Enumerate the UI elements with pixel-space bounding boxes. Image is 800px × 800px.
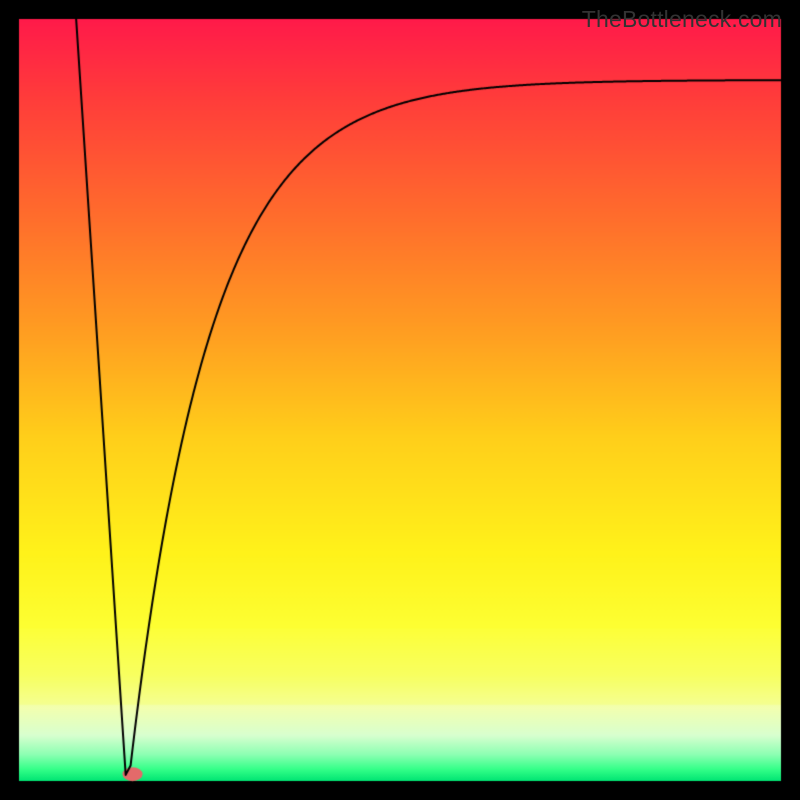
bottleneck-curve-chart <box>0 0 800 800</box>
watermark-label: TheBottleneck.com <box>582 6 782 33</box>
chart-container: TheBottleneck.com <box>0 0 800 800</box>
